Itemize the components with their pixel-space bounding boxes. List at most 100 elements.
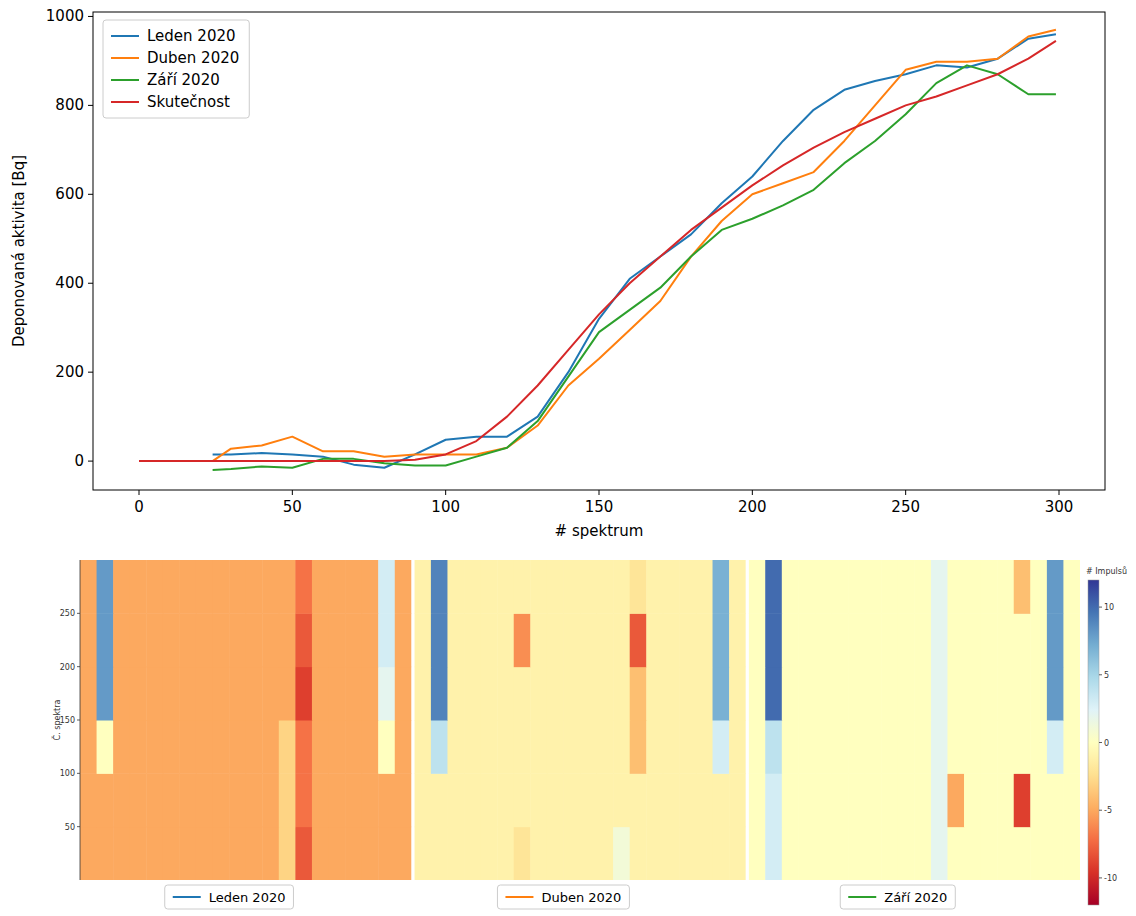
heatmap-cell: [997, 560, 1014, 614]
heatmap-cell: [345, 667, 362, 721]
heatmap-cell: [947, 773, 964, 827]
heatmap-cell: [447, 667, 464, 721]
heatmap-cell: [580, 667, 597, 721]
legend-label: Leden 2020: [209, 890, 286, 905]
y-tick-label: 200: [60, 663, 75, 672]
heatmap-cell: [997, 613, 1014, 667]
heatmap-cell: [279, 773, 296, 827]
heatmap-cell: [613, 560, 630, 614]
heatmap-cell: [782, 613, 799, 667]
heatmap-cell: [914, 667, 931, 721]
heatmap-cell: [630, 827, 647, 880]
heatmap-cell: [696, 560, 713, 614]
heatmap-cell: [246, 613, 263, 667]
heatmap-cell: [597, 667, 614, 721]
heatmap-cell: [362, 827, 379, 880]
heatmap-cell: [782, 773, 799, 827]
heatmap-cell: [931, 827, 948, 880]
cells: [80, 560, 411, 880]
heatmap-cell: [547, 773, 564, 827]
heatmap-cell: [1063, 720, 1080, 774]
x-tick-label: 250: [891, 498, 920, 516]
heatmap-cell: [881, 560, 898, 614]
heatmap-cell: [646, 773, 663, 827]
x-tick: [752, 490, 753, 495]
heatmap-cell: [1014, 667, 1031, 721]
heatmap-cell: [229, 560, 246, 614]
legend-swatch: [111, 57, 139, 59]
heatmap-cell: [329, 560, 346, 614]
y-tick-label: 0: [74, 452, 84, 470]
heatmap-cell: [329, 773, 346, 827]
heatmap-cell: [113, 613, 130, 667]
heatmap-cell: [312, 667, 329, 721]
heatmap-cell: [1030, 560, 1047, 614]
heatmap-cell: [481, 827, 498, 880]
heatmap-cell: [213, 613, 230, 667]
heatmap-cell: [279, 827, 296, 880]
heatmap-cell: [514, 827, 531, 880]
heatmap-cell: [765, 560, 782, 614]
y-tick-label: 150: [60, 716, 75, 725]
heatmap-cell: [964, 827, 981, 880]
heatmap-cell: [196, 560, 213, 614]
heatmap-cell: [514, 667, 531, 721]
heatmap-cell: [464, 773, 481, 827]
heatmap-cell: [530, 613, 547, 667]
y-tick: [88, 372, 93, 373]
legend-swatch: [505, 896, 533, 898]
heatmap-cell: [832, 667, 849, 721]
heatmap-cell: [97, 827, 114, 880]
heatmap-cell: [848, 613, 865, 667]
x-axis-title: # spektrum: [555, 522, 644, 540]
heatmap-cell: [630, 613, 647, 667]
heatmap-cell: [530, 560, 547, 614]
heatmap-cell: [395, 827, 412, 880]
colorbar-tick: [1099, 810, 1102, 811]
heatmap-cell: [113, 720, 130, 774]
heatmap-cell: [80, 667, 97, 721]
heatmap-cell: [832, 613, 849, 667]
heatmap-cell: [395, 667, 412, 721]
heatmap-cell: [130, 720, 147, 774]
heatmap-cell: [798, 720, 815, 774]
heatmap-panel: Leden 2020: [80, 560, 412, 909]
heatmap-cell: [563, 773, 580, 827]
panel-legend: Duben 2020: [497, 885, 629, 909]
heatmap-cell: [848, 720, 865, 774]
heatmap-cell: [1014, 613, 1031, 667]
y-tick: [77, 773, 80, 774]
heatmap-cell: [782, 560, 799, 614]
heatmap-cell: [80, 720, 97, 774]
heatmap-cell: [713, 827, 730, 880]
heatmap-cell: [713, 667, 730, 721]
heatmap-cell: [163, 827, 180, 880]
y-axis-title: Č. spektra: [51, 700, 62, 741]
y-tick: [77, 826, 80, 827]
heatmap-cell: [312, 720, 329, 774]
heatmap-cell: [295, 827, 312, 880]
y-tick: [88, 194, 93, 195]
heatmap-cell: [947, 827, 964, 880]
y-tick: [88, 16, 93, 17]
heatmap-cell: [1030, 720, 1047, 774]
heatmap-cell: [213, 667, 230, 721]
heatmap-cell: [713, 560, 730, 614]
heatmap-cell: [246, 560, 263, 614]
heatmap-cell: [378, 720, 395, 774]
heatmap-cell: [464, 667, 481, 721]
colorbar-tick-label: 10: [1104, 603, 1114, 612]
colorbar-tick: [1099, 607, 1102, 608]
y-tick-label: 800: [55, 96, 84, 114]
heatmap-cell: [414, 613, 431, 667]
heatmap-cell: [130, 827, 147, 880]
heatmap-cell: [362, 560, 379, 614]
heatmap-cell: [431, 773, 448, 827]
heatmap-cell: [931, 720, 948, 774]
heatmap-cell: [163, 560, 180, 614]
heatmap-cell: [163, 720, 180, 774]
y-tick-label: 100: [60, 769, 75, 778]
heatmap-cell: [997, 720, 1014, 774]
heatmap-cell: [312, 773, 329, 827]
heatmap-cell: [295, 720, 312, 774]
